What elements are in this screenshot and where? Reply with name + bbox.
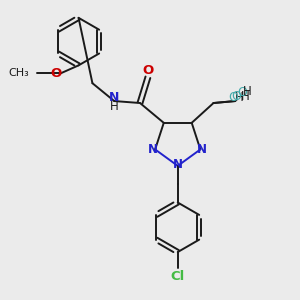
Text: O: O [228, 91, 238, 103]
Text: N: N [173, 158, 183, 171]
Text: H: H [243, 85, 252, 98]
Text: O: O [237, 86, 247, 99]
Text: N: N [148, 143, 158, 156]
Text: CH₃: CH₃ [8, 68, 29, 78]
Text: H: H [241, 90, 250, 103]
Text: N: N [109, 91, 119, 103]
Text: Cl: Cl [171, 270, 185, 283]
Text: O: O [50, 67, 61, 80]
Text: O: O [142, 64, 154, 77]
Text: H: H [235, 91, 244, 103]
Text: N: N [197, 143, 207, 156]
Text: H: H [110, 100, 118, 113]
Text: O: O [231, 90, 241, 103]
